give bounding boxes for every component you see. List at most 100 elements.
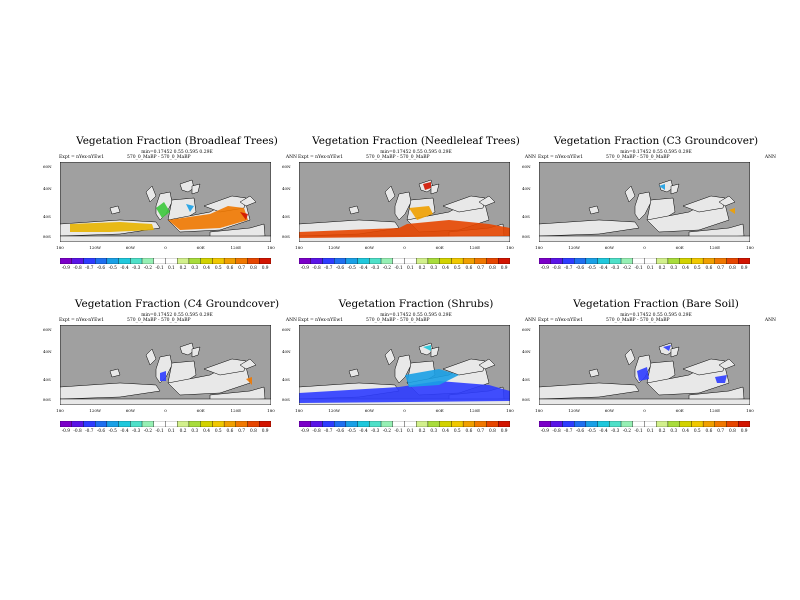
landmass [384, 348, 396, 366]
lon-tick-label: 60W [364, 408, 374, 413]
colorbar-label: -0.1 [634, 429, 643, 434]
colorbar-swatch [60, 421, 72, 427]
vegetation-anomaly [637, 367, 649, 381]
landmass [478, 358, 496, 370]
colorbar-swatch [620, 421, 633, 427]
landmass [634, 191, 652, 221]
lat-tick-label: 40N [522, 349, 531, 354]
panel-title: Vegetation Fraction (C3 Groundcover) [553, 135, 759, 147]
colorbar-swatch [644, 421, 657, 427]
map-area [539, 162, 750, 242]
colorbar-swatch [486, 258, 499, 264]
vegetation-anomaly [299, 220, 510, 238]
landmass [60, 398, 271, 405]
colorbar-label: 0.7 [477, 266, 485, 271]
lat-tick-label: 40S [43, 377, 51, 382]
colorbar-swatch [679, 421, 692, 427]
lat-tick-label: 40N [43, 186, 52, 191]
lon-tick-label: 180 [56, 408, 64, 413]
colorbar-swatch [451, 258, 464, 264]
lat-tick-label: 80S [282, 234, 290, 239]
panel-season: ANN [764, 155, 776, 160]
landmass [145, 348, 157, 366]
landmass [394, 191, 412, 221]
lat-tick-label: 80S [43, 397, 51, 402]
colorbar-swatch [310, 421, 323, 427]
lon-tick-label: 120E [469, 408, 481, 413]
colorbar-label: -0.8 [552, 429, 561, 434]
colorbar-label: -0.7 [85, 429, 94, 434]
colorbar-label: -0.5 [587, 266, 596, 271]
colorbar-label: -0.2 [622, 429, 632, 434]
panel-stats: min=0.17452 0.55 0.595 0.29E [380, 150, 452, 155]
colorbar-label: -0.1 [155, 429, 164, 434]
colorbar-swatch [141, 258, 154, 264]
colorbar-label: 0.6 [705, 429, 713, 434]
colorbar-label: -0.7 [85, 266, 94, 271]
colorbar-swatch [106, 421, 119, 427]
colorbar-label: -0.9 [61, 429, 71, 434]
map-area [539, 325, 750, 405]
colorbar-swatch [632, 258, 645, 264]
lon-tick-label: 0 [643, 245, 646, 250]
colorbar-label: 0.7 [717, 266, 725, 271]
colorbar-label: -0.8 [312, 266, 321, 271]
map-panel: Vegetation Fraction (Shrubs) min=0.17452 … [282, 298, 536, 458]
lon-tick-label: 60E [196, 245, 205, 250]
colorbar-label: -0.3 [611, 266, 620, 271]
colorbar-label: 0.7 [477, 429, 485, 434]
colorbar-swatch [334, 421, 347, 427]
lon-tick-label: 120E [230, 245, 242, 250]
colorbar-swatch [299, 421, 311, 427]
panel-case: 570_0_MaBP - 570_0_MaBP [127, 155, 191, 160]
colorbar [539, 258, 750, 264]
panel-case: 570_0_MaBP - 570_0_MaBP [366, 318, 430, 323]
colorbar-swatch [83, 258, 96, 264]
colorbar-swatch [726, 421, 739, 427]
colorbar-swatch [392, 421, 405, 427]
lon-tick-label: 60E [435, 245, 444, 250]
colorbar-swatch [177, 258, 190, 264]
landmass [60, 382, 161, 400]
vegetation-anomaly [246, 377, 252, 385]
panel-expt: Expt = nYex-nYEw1 [538, 155, 584, 160]
colorbar-swatch [235, 421, 248, 427]
landmass [239, 358, 257, 370]
colorbar [299, 258, 510, 264]
colorbar-swatch [562, 258, 575, 264]
lat-tick-label: 60N [282, 164, 291, 169]
panel-case: 570_0_MaBP - 570_0_MaBP [127, 318, 191, 323]
colorbar-swatch [462, 421, 475, 427]
map-area [60, 325, 271, 405]
colorbar-swatch [609, 421, 622, 427]
colorbar [60, 421, 271, 427]
colorbar [60, 258, 271, 264]
colorbar-label: 0.3 [670, 266, 678, 271]
colorbar-swatch [416, 421, 429, 427]
colorbar-swatch [130, 258, 143, 264]
colorbar-swatch [585, 258, 598, 264]
colorbar-label: -0.3 [132, 266, 141, 271]
lon-tick-label: 180 [56, 245, 64, 250]
colorbar-label: 0.9 [500, 266, 508, 271]
colorbar-label: -0.3 [132, 429, 141, 434]
lon-tick-label: 60E [196, 408, 205, 413]
colorbar-swatch [427, 421, 440, 427]
colorbar-label: 0.6 [465, 266, 473, 271]
colorbar-label: -0.2 [143, 266, 153, 271]
vegetation-anomaly [240, 212, 248, 220]
map-area [60, 162, 271, 242]
colorbar-label: 0.6 [705, 266, 713, 271]
map-panel: Vegetation Fraction (Needleleaf Trees) mi… [282, 135, 536, 295]
panel-stats: min=0.17452 0.55 0.595 0.29E [141, 150, 213, 155]
colorbar-label: 0.1 [406, 266, 414, 271]
landmass [670, 183, 680, 195]
colorbar-label: 0.8 [249, 429, 257, 434]
colorbar-swatch [322, 258, 335, 264]
colorbar-swatch [369, 258, 382, 264]
colorbar-swatch [357, 421, 370, 427]
colorbar-label: -0.8 [552, 266, 561, 271]
landmass [191, 183, 201, 195]
colorbar-label: -0.6 [335, 266, 345, 271]
lon-tick-label: 120E [469, 245, 481, 250]
